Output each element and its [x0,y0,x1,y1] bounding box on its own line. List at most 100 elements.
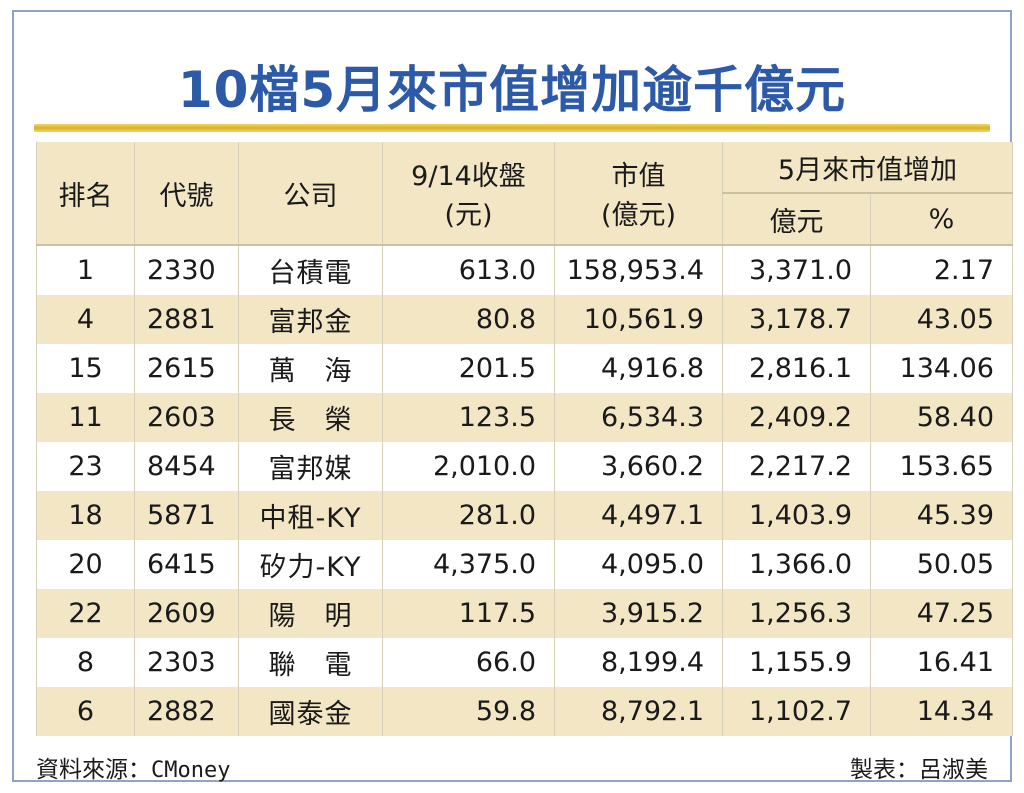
header-mktcap-line2: (億元) [600,200,677,231]
cell-increase-pct: 43.05 [870,295,1013,344]
infographic-frame: 10檔5月來市值增加逾千億元 排名 代號 公司 9/14收盤 (元) 市值 [12,10,1013,784]
cell-code: 2882 [134,687,239,736]
table-row: 23 8454 富邦媒 2,010.0 3,660.2 2,217.2 153.65 [36,442,1013,491]
cell-increase-amount: 2,409.2 [722,393,871,442]
cell-mktcap: 3,660.2 [554,442,723,491]
cell-company: 台積電 [238,245,383,295]
cell-mktcap: 3,915.2 [554,589,723,638]
header-close-line1: 9/14收盤 [411,161,526,192]
table-body: 1 2330 台積電 613.0 158,953.4 3,371.0 2.17 4 2881 富邦… [36,245,1013,736]
cell-mktcap: 4,095.0 [554,540,723,589]
header-increase-amount: 億元 [722,192,871,246]
cell-close: 613.0 [382,245,555,295]
cell-rank: 15 [36,344,135,393]
cell-rank: 4 [36,295,135,344]
source-name: CMoney [151,758,231,783]
market-cap-table: 排名 代號 公司 9/14收盤 (元) 市值 (億元) 5月來市值增加 億元 %… [36,142,1013,736]
cell-close: 66.0 [382,638,555,687]
header-increase-pct: % [870,192,1013,246]
cell-close: 2,010.0 [382,442,555,491]
header-close: 9/14收盤 (元) [382,142,555,246]
cell-rank: 11 [36,393,135,442]
cell-increase-amount: 3,371.0 [722,245,871,295]
cell-code: 2330 [134,245,239,295]
cell-code: 2603 [134,393,239,442]
cell-close: 117.5 [382,589,555,638]
cell-increase-pct: 2.17 [870,245,1013,295]
cell-rank: 8 [36,638,135,687]
table-row: 22 2609 陽 明 117.5 3,915.2 1,256.3 47.25 [36,589,1013,638]
table-row: 1 2330 台積電 613.0 158,953.4 3,371.0 2.17 [36,245,1013,295]
header-company: 公司 [238,142,383,246]
cell-code: 2303 [134,638,239,687]
cell-rank: 6 [36,687,135,736]
cell-rank: 20 [36,540,135,589]
cell-rank: 18 [36,491,135,540]
cell-close: 59.8 [382,687,555,736]
cell-increase-amount: 1,256.3 [722,589,871,638]
cell-code: 8454 [134,442,239,491]
credit-note: 製表：呂淑美 [850,757,988,783]
cell-increase-amount: 1,366.0 [722,540,871,589]
cell-increase-amount: 2,217.2 [722,442,871,491]
cell-company: 長 榮 [238,393,383,442]
cell-increase-pct: 50.05 [870,540,1013,589]
cell-company: 富邦金 [238,295,383,344]
cell-increase-pct: 58.40 [870,393,1013,442]
title-divider [34,124,990,132]
cell-code: 2609 [134,589,239,638]
cell-increase-pct: 14.34 [870,687,1013,736]
cell-company: 陽 明 [238,589,383,638]
cell-mktcap: 10,561.9 [554,295,723,344]
header-close-line2: (元) [444,200,493,231]
cell-increase-amount: 1,102.7 [722,687,871,736]
cell-close: 123.5 [382,393,555,442]
source-label: 資料來源： [36,757,151,783]
cell-code: 2881 [134,295,239,344]
table-row: 20 6415 矽力-KY 4,375.0 4,095.0 1,366.0 50.05 [36,540,1013,589]
cell-increase-pct: 153.65 [870,442,1013,491]
cell-increase-pct: 45.39 [870,491,1013,540]
cell-company: 富邦媒 [238,442,383,491]
cell-company: 萬 海 [238,344,383,393]
cell-increase-amount: 3,178.7 [722,295,871,344]
cell-company: 聯 電 [238,638,383,687]
page-title: 10檔5月來市值增加逾千億元 [177,61,847,119]
header-mktcap: 市值 (億元) [554,142,723,246]
cell-rank: 22 [36,589,135,638]
cell-close: 80.8 [382,295,555,344]
source-note: 資料來源：CMoney [36,750,230,784]
cell-close: 201.5 [382,344,555,393]
header-code: 代號 [134,142,239,246]
table-row: 18 5871 中租-KY 281.0 4,497.1 1,403.9 45.39 [36,491,1013,540]
cell-increase-pct: 16.41 [870,638,1013,687]
table-row: 8 2303 聯 電 66.0 8,199.4 1,155.9 16.41 [36,638,1013,687]
cell-increase-amount: 1,155.9 [722,638,871,687]
header-mktcap-line1: 市值 [611,161,666,192]
table-row: 15 2615 萬 海 201.5 4,916.8 2,816.1 134.06 [36,344,1013,393]
cell-mktcap: 6,534.3 [554,393,723,442]
cell-increase-amount: 1,403.9 [722,491,871,540]
cell-mktcap: 8,199.4 [554,638,723,687]
cell-code: 5871 [134,491,239,540]
cell-mktcap: 158,953.4 [554,245,723,295]
cell-company: 矽力-KY [238,540,383,589]
header-increase-group: 5月來市值增加 [722,142,1013,194]
cell-company: 國泰金 [238,687,383,736]
cell-mktcap: 8,792.1 [554,687,723,736]
cell-code: 6415 [134,540,239,589]
cell-increase-pct: 134.06 [870,344,1013,393]
cell-increase-pct: 47.25 [870,589,1013,638]
cell-increase-amount: 2,816.1 [722,344,871,393]
cell-mktcap: 4,497.1 [554,491,723,540]
cell-code: 2615 [134,344,239,393]
cell-company: 中租-KY [238,491,383,540]
cell-close: 4,375.0 [382,540,555,589]
cell-rank: 1 [36,245,135,295]
table-row: 11 2603 長 榮 123.5 6,534.3 2,409.2 58.40 [36,393,1013,442]
cell-close: 281.0 [382,491,555,540]
cell-rank: 23 [36,442,135,491]
cell-mktcap: 4,916.8 [554,344,723,393]
header-rank: 排名 [36,142,135,246]
table-row: 4 2881 富邦金 80.8 10,561.9 3,178.7 43.05 [36,295,1013,344]
